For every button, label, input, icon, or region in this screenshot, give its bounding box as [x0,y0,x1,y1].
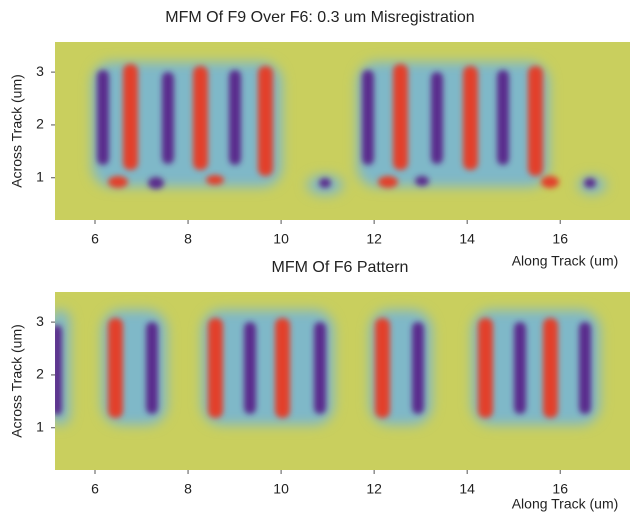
mfm-image [55,42,630,220]
x-tick-label: 12 [366,231,382,247]
x-tick-label: 16 [552,231,568,247]
x-tick-label: 12 [366,481,382,497]
y-tick-label: 1 [36,418,44,434]
stripes [97,64,596,189]
x-axis-label: Along Track (um) [512,253,619,269]
y-tick-label: 3 [36,313,44,329]
stripes [55,318,591,418]
x-tick-label: 16 [552,481,568,497]
chart-title: MFM Of F9 Over F6: 0.3 um Misregistratio… [165,9,474,26]
y-tick-label: 2 [36,116,44,132]
x-axis-label: Along Track (um) [512,496,619,512]
x-tick-label: 14 [459,231,475,247]
x-tick-label: 10 [273,231,289,247]
x-tick-label: 6 [91,231,99,247]
y-axis-label: Across Track (um) [9,74,25,188]
y-tick-label: 2 [36,366,44,382]
chart-title: MFM Of F6 Pattern [272,259,409,276]
x-tick-label: 8 [184,481,192,497]
mfm-image [55,292,630,470]
x-tick-label: 8 [184,231,192,247]
x-tick-label: 10 [273,481,289,497]
x-tick-label: 6 [91,481,99,497]
x-tick-label: 14 [459,481,475,497]
y-tick-label: 1 [36,168,44,184]
y-axis-label: Across Track (um) [9,324,25,438]
y-tick-label: 3 [36,63,44,79]
